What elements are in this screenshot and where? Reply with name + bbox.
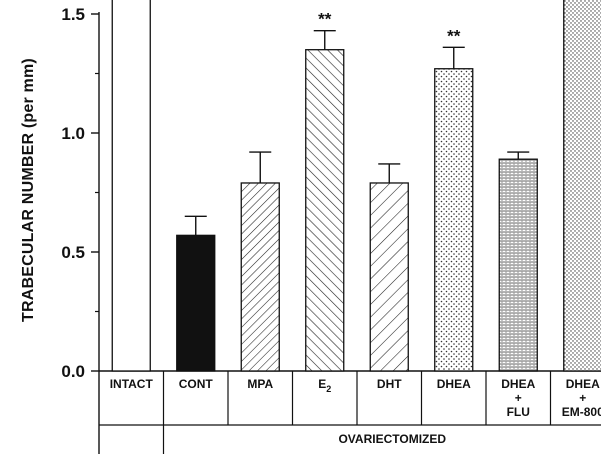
category-label: DHEA [437,377,471,391]
category-label: INTACT [110,377,154,391]
bar [498,158,538,372]
bar [176,234,216,372]
y-tick-label: 0.0 [61,362,85,381]
y-axis-label: TRABECULAR NUMBER (per mm) [20,58,37,322]
category-label: E2 [318,377,331,394]
category-label: CONT [179,377,214,391]
bars-group: ******** [111,0,601,372]
bar [369,182,409,372]
y-tick-label: 0.5 [61,243,85,262]
bar [434,68,474,372]
category-label: DHEA + EM-800 [562,377,601,419]
bar [240,182,280,372]
bar [563,0,601,372]
category-labels-group: INTACT CONT MPA E2 DHT DHEA DHEA + FLU DHEA + EM-80… [99,371,601,454]
bar [305,49,345,372]
y-tick-label: 1.5 [61,5,85,24]
y-tick-label: 1.0 [61,124,85,143]
category-label: DHT [377,377,402,391]
significance-marker: ** [318,10,332,29]
group-label: OVARIECTOMIZED [338,432,446,446]
bar [111,0,151,372]
significance-marker: ** [447,26,461,45]
category-label: DHEA + FLU [501,377,535,419]
category-label: MPA [247,377,273,391]
